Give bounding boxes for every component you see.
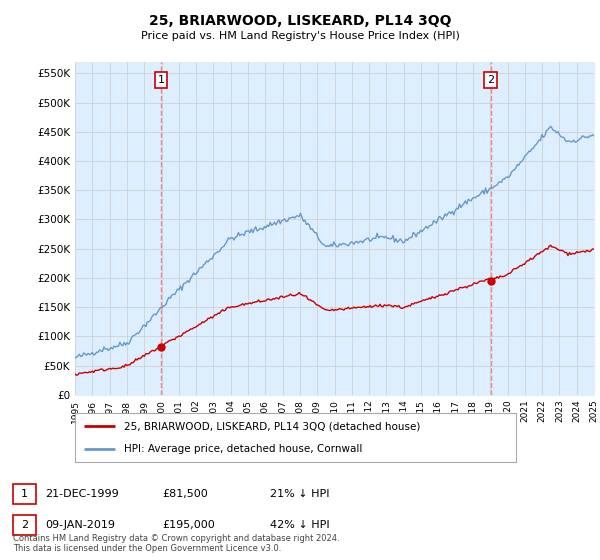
Text: 1: 1 <box>157 75 164 85</box>
Text: 21% ↓ HPI: 21% ↓ HPI <box>270 489 329 499</box>
Text: 25, BRIARWOOD, LISKEARD, PL14 3QQ: 25, BRIARWOOD, LISKEARD, PL14 3QQ <box>149 14 451 28</box>
Text: 25, BRIARWOOD, LISKEARD, PL14 3QQ (detached house): 25, BRIARWOOD, LISKEARD, PL14 3QQ (detac… <box>124 421 420 431</box>
Text: £195,000: £195,000 <box>162 520 215 530</box>
Text: 2: 2 <box>487 75 494 85</box>
Text: HPI: Average price, detached house, Cornwall: HPI: Average price, detached house, Corn… <box>124 444 362 454</box>
Text: 21-DEC-1999: 21-DEC-1999 <box>45 489 119 499</box>
Text: 1: 1 <box>21 489 28 499</box>
Text: 2: 2 <box>21 520 28 530</box>
Text: £81,500: £81,500 <box>162 489 208 499</box>
Text: Contains HM Land Registry data © Crown copyright and database right 2024.
This d: Contains HM Land Registry data © Crown c… <box>13 534 340 553</box>
Text: Price paid vs. HM Land Registry's House Price Index (HPI): Price paid vs. HM Land Registry's House … <box>140 31 460 41</box>
Text: 09-JAN-2019: 09-JAN-2019 <box>45 520 115 530</box>
Text: 42% ↓ HPI: 42% ↓ HPI <box>270 520 329 530</box>
